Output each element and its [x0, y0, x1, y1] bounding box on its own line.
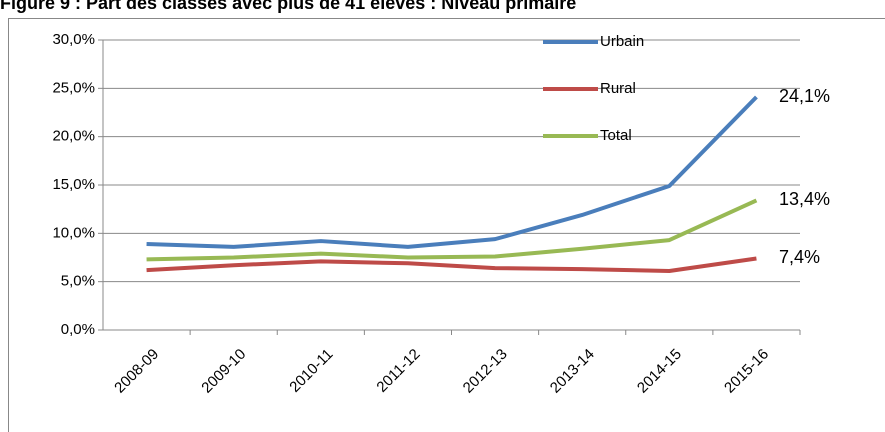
series-line [146, 95, 758, 249]
legend-label: Rural [600, 80, 636, 97]
y-tick-label: 15,0% [52, 176, 95, 193]
x-tick-label: 2013-14 [547, 346, 598, 397]
series-line [146, 256, 757, 274]
x-tick-label: 2015-16 [721, 346, 772, 397]
value-label: 13,4% [779, 189, 830, 209]
x-tick-label: 2012-13 [460, 346, 511, 397]
value-label: 7,4% [779, 247, 820, 267]
series-line [146, 198, 758, 262]
y-tick-label: 0,0% [61, 321, 95, 338]
x-tick-label: 2008-09 [111, 346, 162, 397]
y-tick-label: 30,0% [52, 31, 95, 48]
x-tick-label: 2010-11 [286, 346, 336, 396]
x-tick-label: 2009-10 [198, 346, 249, 397]
value-label: 24,1% [779, 86, 830, 106]
y-tick-label: 25,0% [52, 79, 95, 96]
y-tick-label: 5,0% [61, 273, 95, 290]
legend-label: Total [600, 127, 632, 144]
chart-title: Figure 9 : Part des classes avec plus de… [0, 0, 576, 13]
y-tick-label: 20,0% [52, 128, 95, 145]
x-tick-label: 2011-12 [373, 346, 423, 396]
y-tick-label: 10,0% [52, 224, 95, 241]
x-tick-label: 2014-15 [634, 346, 685, 397]
legend-label: Urbain [600, 33, 644, 50]
chart-frame [8, 18, 885, 432]
